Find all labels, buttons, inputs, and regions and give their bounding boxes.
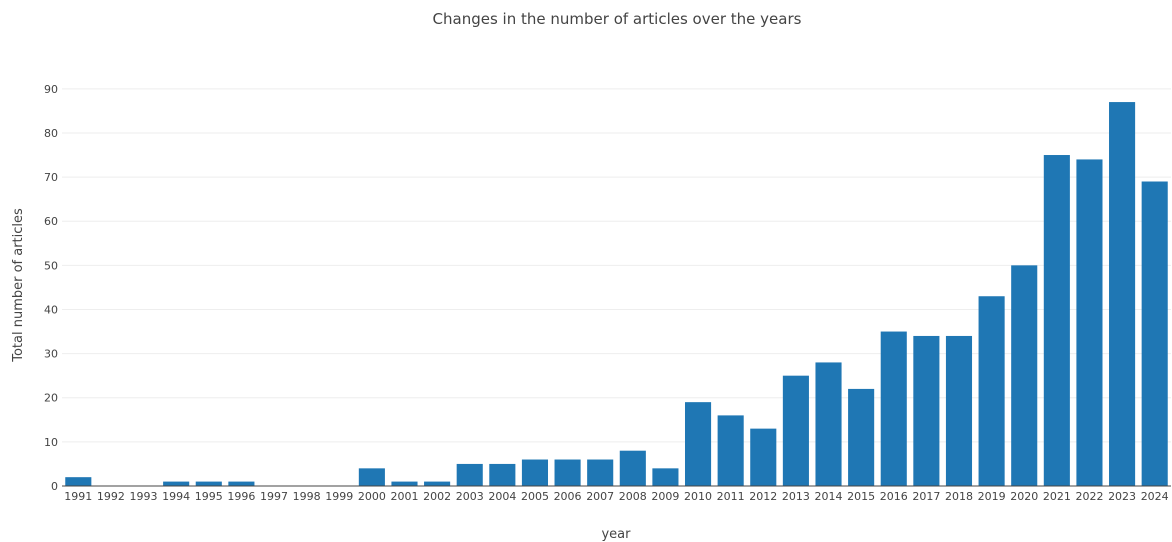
bar-2009 [652,468,679,486]
x-tick-label: 2009 [651,490,679,503]
bar-2017 [913,335,940,486]
x-tick-label: 2011 [717,490,745,503]
y-tick-label: 60 [44,215,58,228]
x-tick-label: 1998 [293,490,321,503]
bar-2007 [587,459,614,486]
y-tick-label: 30 [44,348,58,361]
x-tick-label: 2021 [1043,490,1071,503]
bar-1995 [195,481,222,486]
x-tick-label: 2020 [1010,490,1038,503]
bars [65,102,1168,487]
x-tick-label: 1996 [227,490,255,503]
x-tick-label: 2018 [945,490,973,503]
bar-2001 [391,481,418,486]
bar-2018 [945,335,973,486]
gridlines [62,88,1171,443]
x-tick-label: 2023 [1108,490,1136,503]
bar-2016 [880,331,907,486]
y-axis-ticks: 0 10 20 30 40 50 60 70 80 90 [44,83,58,493]
x-tick-label: 2007 [586,490,614,503]
x-tick-label: 1994 [162,490,190,503]
x-tick-label: 1999 [325,490,353,503]
y-tick-label: 80 [44,127,58,140]
x-axis-ticks: 1991 1992 1993 1994 1995 1996 1997 1998 1999 2000… [64,490,1168,503]
x-tick-label: 1993 [130,490,158,503]
y-tick-label: 90 [44,83,58,96]
x-axis-title: year [601,527,631,542]
x-tick-label: 1991 [64,490,92,503]
bar-2011 [717,415,744,486]
y-tick-label: 70 [44,171,58,184]
x-tick-label: 2016 [880,490,908,503]
bar-2005 [521,459,549,486]
x-tick-label: 2004 [488,490,516,503]
bar-1996 [228,481,255,486]
x-tick-label: 2000 [358,490,386,503]
x-tick-label: 2022 [1075,490,1103,503]
x-tick-label: 1995 [195,490,223,503]
bar-2021 [1043,155,1070,487]
chart-title: Changes in the number of articles over t… [433,10,802,28]
bar-2014 [815,362,842,486]
bar-2000 [358,468,385,486]
x-tick-label: 2005 [521,490,549,503]
x-tick-label: 2002 [423,490,451,503]
x-tick-label: 2010 [684,490,712,503]
bar-2024 [1141,181,1168,486]
bar-2015 [848,388,875,486]
y-tick-label: 10 [44,436,58,449]
bar-2012 [750,428,777,486]
bar-2002 [424,481,451,486]
x-tick-label: 2014 [815,490,843,503]
bar-2020 [1011,265,1038,486]
bar-2006 [554,459,581,486]
y-tick-label: 40 [44,303,58,316]
x-tick-label: 2015 [847,490,875,503]
bar-2013 [782,375,809,486]
x-tick-label: 2012 [749,490,777,503]
bar-2010 [684,402,712,486]
x-tick-label: 1997 [260,490,288,503]
x-tick-label: 2019 [978,490,1006,503]
bar-2019 [978,296,1005,486]
y-tick-label: 20 [44,392,58,405]
bar-2008 [619,450,646,486]
bar-2022 [1076,159,1103,486]
bar-1994 [163,481,190,486]
y-tick-label: 50 [44,259,58,272]
x-tick-label: 2003 [456,490,484,503]
bar-1991 [65,477,92,486]
x-tick-label: 2008 [619,490,647,503]
y-axis-title: Total number of articles [11,208,26,363]
x-tick-label: 2006 [554,490,582,503]
x-tick-label: 2017 [912,490,940,503]
y-tick-label: 0 [51,480,58,493]
bar-2004 [489,463,516,486]
x-tick-label: 1992 [97,490,125,503]
x-tick-label: 2024 [1141,490,1169,503]
bar-2003 [456,463,483,486]
bar-2023 [1109,102,1136,486]
x-tick-label: 2013 [782,490,810,503]
x-tick-label: 2001 [390,490,418,503]
